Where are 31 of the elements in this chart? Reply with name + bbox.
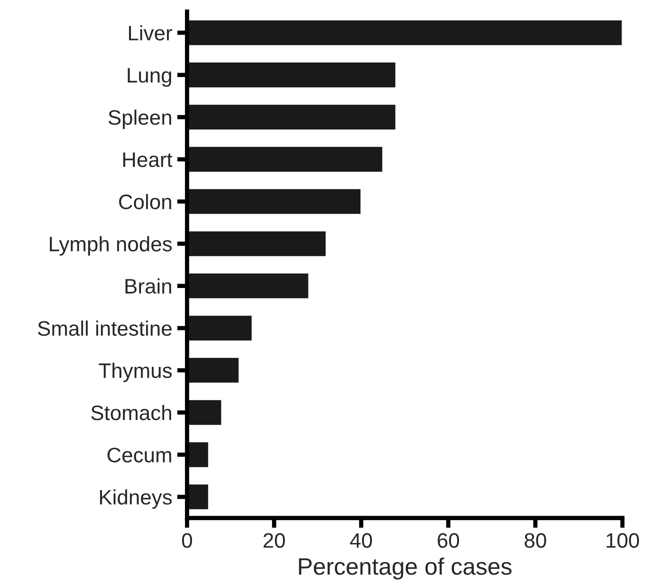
bar [187,230,328,258]
y-tick-label: Kidneys [100,489,172,509]
x-axis-title: Percentage of cases [299,558,512,580]
bar [187,146,384,174]
x-tick-label: 40 [350,533,372,548]
bar [187,272,310,300]
x-tick-label: 20 [264,533,285,548]
bar [187,61,397,89]
x-tick-label: 100 [606,533,639,548]
y-tick-label: Cecum [108,448,172,462]
bar [187,314,254,342]
bar [187,398,223,426]
bar [187,356,240,384]
y-tick-label: Brain [126,278,172,294]
bar [187,188,362,216]
y-tick-label: Lymph nodes [50,236,172,256]
y-tick-label: Lung [128,68,172,87]
y-tick-label: Spleen [108,110,172,129]
y-tick-label: Liver [129,25,172,40]
y-tick-label: Stomach [91,404,172,420]
x-tick-label: 80 [524,533,546,548]
bar [187,483,210,511]
y-tick-label: Colon [119,194,172,210]
y-tick-label: Heart [123,152,172,168]
bar [187,18,622,47]
x-tick-label: 60 [438,533,460,548]
bar [187,440,210,468]
y-tick-label: Small intestine [38,320,172,336]
x-tick-label: 0 [182,533,192,548]
y-tick-label: Thymus [98,362,172,382]
bar [187,103,397,131]
